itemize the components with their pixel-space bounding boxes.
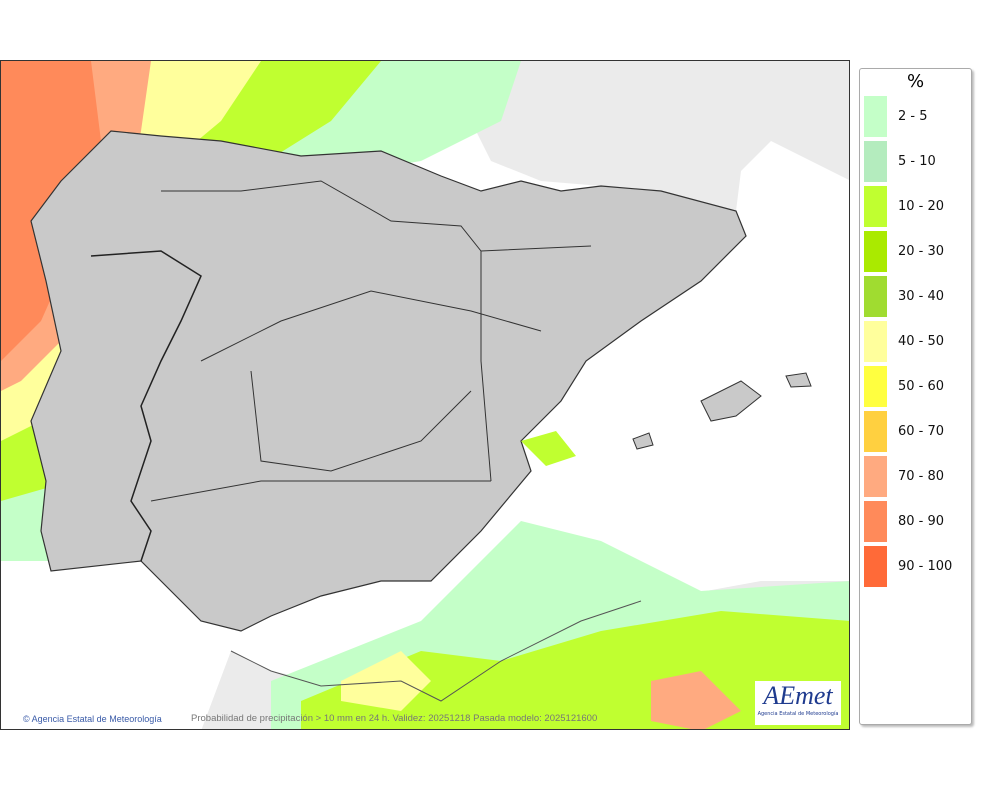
- aemet-logo: AEmet Agencia Estatal de Meteorología: [755, 681, 841, 725]
- legend-swatch: [864, 501, 887, 542]
- ibiza: [632, 432, 654, 450]
- legend-item: 10 - 20: [864, 186, 944, 227]
- legend-item: 80 - 90: [864, 501, 944, 542]
- legend-swatch: [864, 546, 887, 587]
- credit-text: Agencia Estatal de Meteorología: [31, 714, 162, 724]
- precip-africa-70-80: [651, 671, 741, 729]
- spain-portugal-border: [90, 250, 202, 562]
- legend-swatch: [864, 366, 887, 407]
- legend-label: 20 - 30: [898, 244, 945, 259]
- legend-item: 70 - 80: [864, 456, 944, 497]
- legend-swatch: [864, 186, 887, 227]
- menorca: [785, 372, 812, 388]
- precip-valencia: [521, 431, 576, 466]
- legend-label: 60 - 70: [898, 424, 945, 439]
- legend-item: 2 - 5: [864, 96, 928, 137]
- precip-africa-40-50: [341, 651, 431, 711]
- legend-item: 5 - 10: [864, 141, 936, 182]
- region-borders: [150, 180, 592, 502]
- logo-wordmark: AEmet: [763, 681, 833, 710]
- legend-item: 50 - 60: [864, 366, 944, 407]
- map-caption: Probabilidad de precipitación > 10 mm en…: [191, 713, 598, 724]
- logo-subtext: Agencia Estatal de Meteorología: [757, 711, 839, 717]
- copyright-credit: © Agencia Estatal de Meteorología: [23, 714, 162, 724]
- legend-label: 90 - 100: [898, 559, 953, 574]
- legend: % 2 - 5 5 - 10 10 - 20 20 - 30 30 - 40 40 - 5…: [859, 68, 972, 725]
- legend-swatch: [864, 456, 887, 497]
- legend-swatch: [864, 96, 887, 137]
- legend-label: 80 - 90: [898, 514, 945, 529]
- coastline-africa: [230, 600, 642, 702]
- legend-item: 30 - 40: [864, 276, 944, 317]
- france-land: [471, 61, 849, 211]
- legend-item: 20 - 30: [864, 231, 944, 272]
- map-canvas: [1, 61, 849, 729]
- legend-label: 5 - 10: [898, 154, 936, 169]
- legend-swatch: [864, 321, 887, 362]
- legend-swatch: [864, 411, 887, 452]
- legend-label: 30 - 40: [898, 289, 945, 304]
- legend-unit: %: [906, 71, 925, 92]
- legend-swatch: [864, 276, 887, 317]
- precipitation-probability-map[interactable]: © Agencia Estatal de Meteorología Probab…: [0, 60, 850, 730]
- legend-label: 40 - 50: [898, 334, 945, 349]
- legend-item: 90 - 100: [864, 546, 952, 587]
- legend-item: 40 - 50: [864, 321, 944, 362]
- legend-label: 2 - 5: [898, 109, 928, 124]
- legend-swatch: [864, 231, 887, 272]
- legend-item: 60 - 70: [864, 411, 944, 452]
- legend-label: 50 - 60: [898, 379, 945, 394]
- legend-label: 70 - 80: [898, 469, 945, 484]
- legend-label: 10 - 20: [898, 199, 945, 214]
- iberia-land: [30, 130, 747, 632]
- mallorca: [700, 380, 762, 422]
- legend-swatch: [864, 141, 887, 182]
